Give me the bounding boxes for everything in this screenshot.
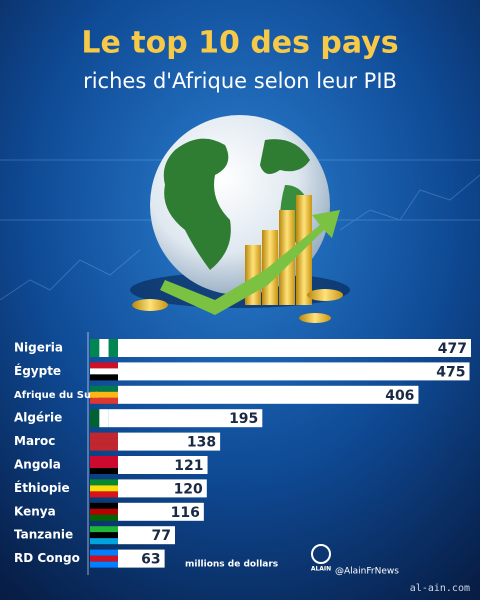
bar: [118, 409, 263, 428]
flag-stripe: [90, 514, 118, 521]
category-label: RD Congo: [14, 551, 80, 565]
flag-stripe: [90, 368, 118, 375]
flag-stripe: [90, 456, 118, 462]
bar: [118, 549, 165, 568]
flag-stripe: [90, 549, 118, 556]
bar: [118, 339, 471, 357]
flag-stripe: [90, 502, 118, 509]
flag-stripe: [90, 485, 118, 492]
flag-stripe: [90, 444, 118, 451]
value-label: 120: [174, 481, 203, 497]
brand-logo: ALAIN: [311, 566, 331, 573]
category-label: Maroc: [14, 434, 55, 448]
flag-stripe: [90, 468, 118, 474]
flag-stripe: [108, 339, 118, 357]
flag-stripe: [99, 339, 109, 357]
flag-stripe: [90, 385, 118, 392]
flag-stripe: [90, 508, 118, 515]
category-label: Éthiopie: [14, 480, 70, 495]
category-label: Angola: [14, 458, 61, 472]
flag-stripe: [90, 438, 118, 445]
flag-stripe: [90, 532, 118, 539]
flag-stripe: [90, 339, 100, 357]
flag-stripe: [90, 432, 118, 439]
value-label: 116: [171, 505, 200, 521]
value-label: 195: [229, 411, 258, 427]
flag-stripe: [90, 538, 118, 545]
unit-note: millions de dollars: [185, 560, 278, 570]
category-label: Algérie: [14, 411, 62, 425]
flag-stripe: [99, 409, 109, 428]
bar: [118, 502, 204, 521]
chart-subtitle: riches d'Afrique selon leur PIB: [83, 69, 397, 93]
category-label: Kenya: [14, 504, 56, 518]
value-label: 121: [174, 458, 203, 474]
flag-stripe: [108, 409, 118, 428]
bar: [118, 385, 419, 404]
value-label: 63: [141, 552, 160, 568]
bar: [118, 362, 470, 381]
category-label: Nigeria: [14, 341, 63, 355]
flag-stripe: [90, 526, 118, 533]
flag-stripe: [90, 555, 118, 562]
category-label: Tanzanie: [14, 528, 73, 542]
value-label: 477: [438, 341, 467, 357]
value-label: 475: [436, 364, 465, 380]
bar: [118, 479, 207, 498]
illustration: [130, 115, 350, 323]
category-label: Égypte: [14, 363, 61, 378]
brand-icon: [311, 544, 331, 564]
brand-handle: @AlainFrNews: [335, 567, 399, 577]
flag-stripe: [90, 397, 118, 404]
flag-stripe: [90, 479, 118, 486]
value-label: 406: [385, 388, 414, 404]
bar: [118, 432, 221, 451]
brand: ALAIN @AlainFrNews al-ain.com: [311, 544, 470, 594]
bar: [118, 456, 208, 474]
value-label: 138: [187, 435, 216, 451]
flag-stripe: [90, 561, 118, 568]
category-label: Afrique du Sud: [14, 390, 98, 401]
bar: [118, 526, 175, 545]
chart-title: Le top 10 des pays: [81, 26, 398, 61]
flag-stripe: [90, 491, 118, 498]
brand-website: al-ain.com: [410, 583, 470, 594]
flag-stripe: [90, 409, 100, 428]
flag-stripe: [90, 391, 118, 398]
flag-stripe: [90, 462, 118, 468]
value-label: 77: [151, 528, 170, 544]
flag-stripe: [90, 362, 118, 369]
flag-stripe: [90, 374, 118, 381]
